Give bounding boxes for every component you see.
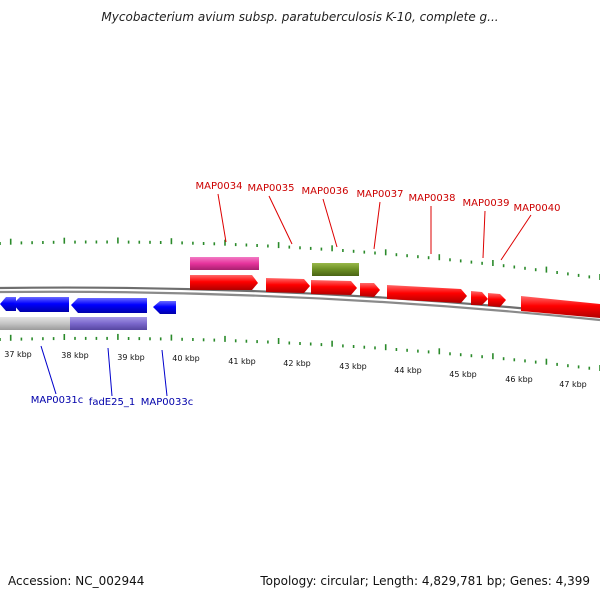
gene-label-map0037[interactable]: MAP0037 <box>357 189 404 200</box>
kbp-label: 37 kbp <box>4 350 32 359</box>
kbp-label: 40 kbp <box>172 354 200 363</box>
gene-label-map0036[interactable]: MAP0036 <box>302 186 349 197</box>
kbp-label: 47 kbp <box>559 380 587 389</box>
kbp-label: 45 kbp <box>449 370 477 379</box>
kbp-labels: 37 kbp 38 kbp 39 kbp 40 kbp 41 kbp 42 kb… <box>4 350 587 389</box>
cds-arrow-map0036[interactable] <box>311 280 357 295</box>
upper-tick-track <box>0 237 600 280</box>
gene-label-map0035[interactable]: MAP0035 <box>248 183 295 194</box>
forward-leader-lines <box>217 193 532 261</box>
cds-arrow-map0033c[interactable] <box>153 301 176 314</box>
cds-arrow-map0034[interactable] <box>190 275 258 290</box>
kbp-label: 42 kbp <box>283 359 311 368</box>
kbp-label: 46 kbp <box>505 375 533 384</box>
backbone-inner <box>0 290 600 322</box>
gene-feature-map0036[interactable] <box>312 263 359 276</box>
gene-feature-map0034[interactable] <box>190 257 259 270</box>
cds-arrow-map0038[interactable] <box>387 285 467 303</box>
cds-arrow-rev-1[interactable] <box>0 297 16 311</box>
cds-arrow-map0031c[interactable] <box>13 297 69 312</box>
gene-feature-fade25-1[interactable] <box>70 317 147 330</box>
cds-arrow-map0035[interactable] <box>266 278 310 293</box>
lower-tick-track <box>0 333 600 371</box>
gene-label-map0039[interactable]: MAP0039 <box>463 198 510 209</box>
gene-feature-reverse-other[interactable] <box>0 317 70 330</box>
backbone-outer <box>0 286 600 318</box>
gene-label-map0038[interactable]: MAP0038 <box>409 193 456 204</box>
kbp-label: 44 kbp <box>394 366 422 375</box>
cds-arrow-map0037[interactable] <box>360 283 380 297</box>
gene-label-map0033c[interactable]: MAP0033c <box>141 397 193 408</box>
kbp-label: 43 kbp <box>339 362 367 371</box>
cds-arrow-map0039a[interactable] <box>471 291 488 305</box>
kbp-label: 41 kbp <box>228 357 256 366</box>
cds-arrow-fade25-1[interactable] <box>71 298 147 313</box>
cds-arrow-map0040[interactable] <box>521 296 600 318</box>
gene-label-map0031c[interactable]: MAP0031c <box>31 395 83 406</box>
gene-label-map0040[interactable]: MAP0040 <box>514 203 561 214</box>
accession-text: Accession: NC_002944 <box>8 574 145 588</box>
map-title: Mycobacterium avium subsp. paratuberculo… <box>101 10 499 24</box>
reverse-leader-lines <box>40 345 168 397</box>
gene-label-fade25-1[interactable]: fadE25_1 <box>89 397 135 408</box>
genome-summary-text: Topology: circular; Length: 4,829,781 bp… <box>260 574 590 588</box>
cds-arrow-map0039b[interactable] <box>488 293 506 307</box>
gene-label-map0034[interactable]: MAP0034 <box>196 181 243 192</box>
kbp-label: 38 kbp <box>61 351 89 360</box>
kbp-label: 39 kbp <box>117 353 145 362</box>
